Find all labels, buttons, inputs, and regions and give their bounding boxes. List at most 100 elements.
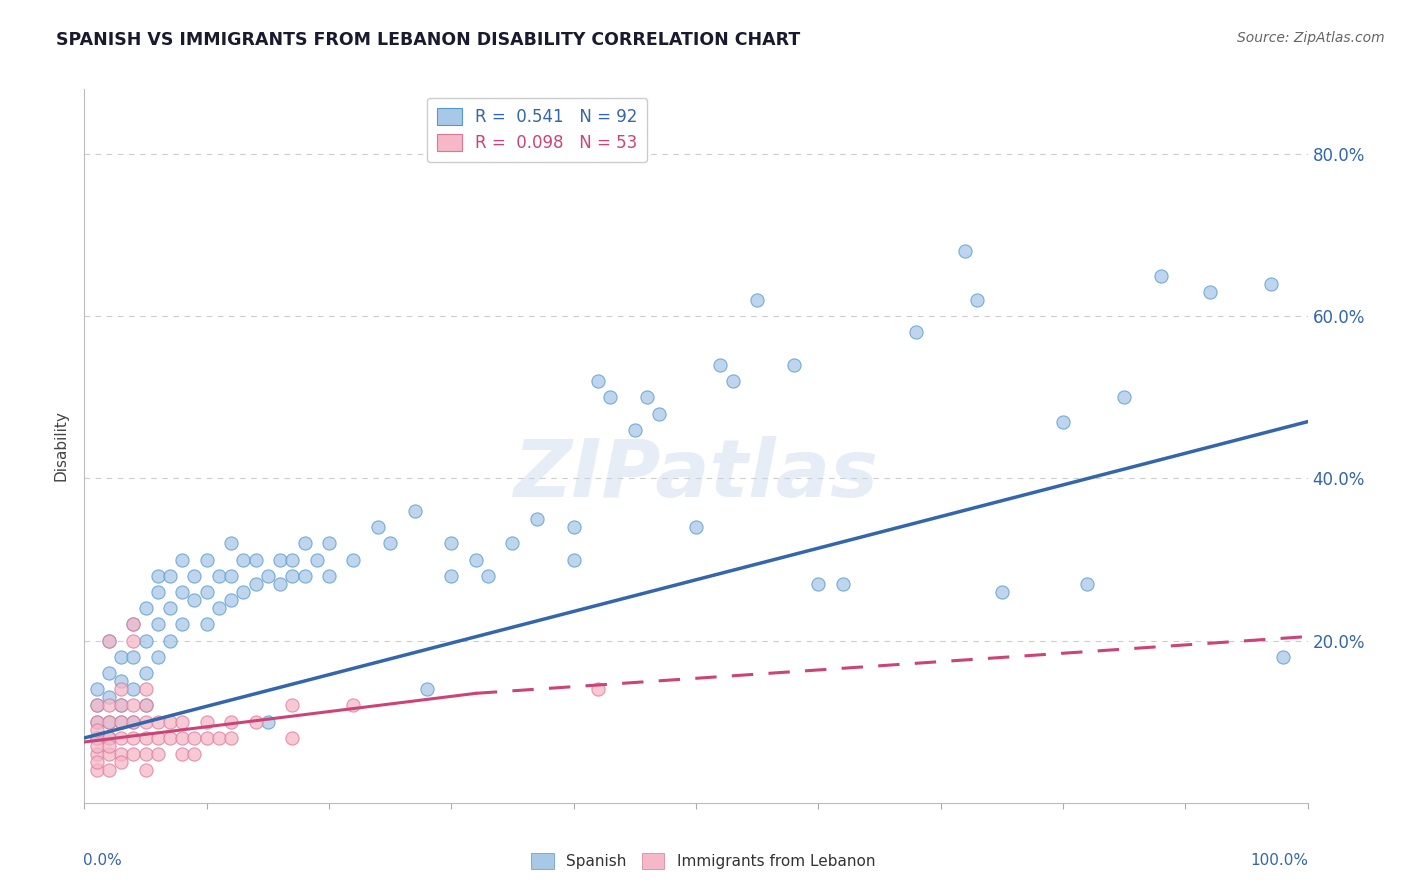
- Point: [257, 714, 280, 729]
- Legend: Spanish, Immigrants from Lebanon: Spanish, Immigrants from Lebanon: [524, 847, 882, 875]
- Point: [685, 520, 707, 534]
- Text: 0.0%: 0.0%: [83, 853, 122, 868]
- Point: [219, 714, 242, 729]
- Point: [195, 617, 218, 632]
- Point: [624, 423, 647, 437]
- Point: [562, 552, 585, 566]
- Point: [86, 714, 108, 729]
- Point: [146, 568, 169, 582]
- Point: [477, 568, 499, 582]
- Point: [110, 698, 132, 713]
- Point: [86, 756, 108, 770]
- Point: [562, 520, 585, 534]
- Legend: R =  0.541   N = 92, R =  0.098   N = 53: R = 0.541 N = 92, R = 0.098 N = 53: [426, 97, 647, 162]
- Point: [245, 552, 267, 566]
- Point: [281, 568, 304, 582]
- Point: [195, 714, 218, 729]
- Point: [464, 552, 486, 566]
- Point: [599, 390, 621, 404]
- Point: [232, 585, 254, 599]
- Point: [269, 552, 291, 566]
- Point: [232, 552, 254, 566]
- Point: [135, 698, 157, 713]
- Point: [135, 633, 157, 648]
- Point: [245, 714, 267, 729]
- Point: [172, 747, 194, 761]
- Point: [159, 714, 181, 729]
- Point: [86, 731, 108, 745]
- Point: [991, 585, 1014, 599]
- Point: [172, 731, 194, 745]
- Point: [257, 568, 280, 582]
- Point: [135, 682, 157, 697]
- Point: [172, 585, 194, 599]
- Point: [953, 244, 976, 259]
- Point: [342, 552, 364, 566]
- Point: [1076, 577, 1098, 591]
- Point: [110, 682, 132, 697]
- Point: [86, 764, 108, 778]
- Point: [122, 714, 145, 729]
- Point: [146, 617, 169, 632]
- Point: [97, 739, 120, 753]
- Point: [97, 747, 120, 761]
- Point: [807, 577, 830, 591]
- Point: [97, 714, 120, 729]
- Text: Source: ZipAtlas.com: Source: ZipAtlas.com: [1237, 31, 1385, 45]
- Point: [183, 593, 205, 607]
- Point: [97, 731, 120, 745]
- Point: [135, 698, 157, 713]
- Point: [219, 593, 242, 607]
- Point: [294, 568, 316, 582]
- Point: [122, 698, 145, 713]
- Point: [648, 407, 671, 421]
- Text: 100.0%: 100.0%: [1251, 853, 1309, 868]
- Point: [146, 747, 169, 761]
- Point: [208, 731, 231, 745]
- Point: [159, 568, 181, 582]
- Point: [219, 731, 242, 745]
- Point: [440, 568, 463, 582]
- Point: [219, 536, 242, 550]
- Y-axis label: Disability: Disability: [53, 410, 69, 482]
- Point: [135, 714, 157, 729]
- Point: [122, 714, 145, 729]
- Point: [318, 536, 340, 550]
- Point: [86, 731, 108, 745]
- Point: [183, 568, 205, 582]
- Point: [146, 731, 169, 745]
- Point: [110, 714, 132, 729]
- Point: [783, 358, 806, 372]
- Point: [1114, 390, 1136, 404]
- Point: [97, 764, 120, 778]
- Point: [159, 601, 181, 615]
- Point: [97, 633, 120, 648]
- Point: [245, 577, 267, 591]
- Point: [122, 617, 145, 632]
- Point: [110, 714, 132, 729]
- Point: [86, 698, 108, 713]
- Point: [183, 731, 205, 745]
- Point: [86, 698, 108, 713]
- Point: [905, 326, 928, 340]
- Point: [122, 731, 145, 745]
- Point: [86, 682, 108, 697]
- Point: [195, 731, 218, 745]
- Point: [294, 536, 316, 550]
- Point: [110, 649, 132, 664]
- Point: [195, 585, 218, 599]
- Point: [172, 617, 194, 632]
- Point: [97, 698, 120, 713]
- Point: [367, 520, 389, 534]
- Point: [966, 293, 988, 307]
- Point: [440, 536, 463, 550]
- Point: [146, 649, 169, 664]
- Point: [404, 504, 426, 518]
- Point: [97, 714, 120, 729]
- Point: [208, 568, 231, 582]
- Point: [110, 674, 132, 689]
- Point: [269, 577, 291, 591]
- Point: [97, 666, 120, 681]
- Point: [380, 536, 402, 550]
- Point: [135, 764, 157, 778]
